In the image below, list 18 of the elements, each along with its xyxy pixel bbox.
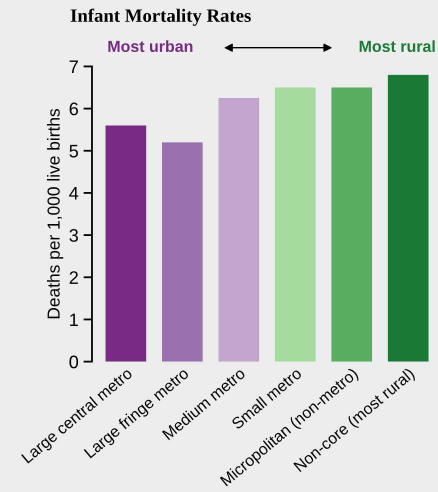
y-tick-label: 2 <box>70 271 78 284</box>
y-tick-label: 0 <box>69 356 78 368</box>
chart-title: Infant Mortality Rates <box>70 8 251 26</box>
y-tick-label: 3 <box>69 229 78 242</box>
bar <box>388 74 429 362</box>
bar <box>331 88 372 362</box>
bar <box>106 125 146 362</box>
bar <box>274 88 316 362</box>
y-axis-title: Deaths per 1,000 live births <box>47 108 64 318</box>
y-tick-label: 1 <box>70 314 78 326</box>
y-tick-label: 6 <box>70 102 78 116</box>
text: Most urban <box>108 40 192 52</box>
bar <box>218 98 260 362</box>
y-tick-label: 5 <box>69 144 78 158</box>
text: Most rural <box>360 40 435 52</box>
y-tick-label: 7 <box>70 60 78 73</box>
y-tick-label: 4 <box>69 187 78 200</box>
bar <box>162 142 203 362</box>
